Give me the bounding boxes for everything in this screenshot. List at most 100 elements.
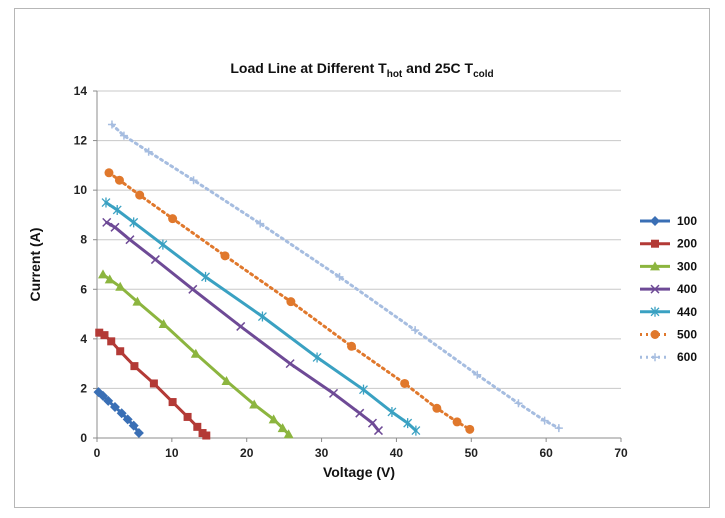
data-point-400	[329, 388, 339, 398]
data-point-440	[158, 239, 168, 250]
data-point-200	[149, 379, 158, 388]
y-tick-label: 4	[80, 332, 87, 346]
y-tick-label: 14	[74, 84, 88, 98]
data-point-400	[355, 408, 365, 418]
data-point-600	[411, 326, 420, 335]
data-point-600	[335, 272, 344, 281]
data-point-100	[109, 402, 120, 413]
data-point-200	[130, 362, 139, 371]
load-line-chart: Load Line at Different Thot and 25C Tcol…	[27, 60, 697, 480]
axes: 0 10 20 30 40 50 60 70 0 2 4 6 8 10 12 14 Voltage (V) Cur…	[27, 84, 628, 480]
chart-title: Load Line at Different Thot and 25C Tcol…	[230, 60, 493, 80]
data-point-100	[103, 395, 114, 406]
data-point-440	[129, 217, 139, 228]
data-point-440	[387, 406, 397, 417]
series-600	[107, 120, 563, 433]
data-point-600	[189, 176, 198, 185]
data-point-440	[411, 425, 421, 436]
y-tick-label: 12	[74, 134, 88, 148]
legend-item-100: 100	[640, 214, 697, 228]
y-tick-label: 2	[80, 381, 87, 395]
legend-item-440: 440	[640, 305, 697, 319]
series-lines	[93, 120, 563, 440]
title-main: Load Line at Different T	[230, 60, 387, 76]
legend-item-400: 400	[640, 282, 697, 296]
data-point-100	[122, 414, 133, 425]
x-tick-label: 50	[465, 446, 479, 460]
data-point-500	[432, 403, 442, 413]
x-tick-label: 20	[240, 446, 254, 460]
data-point-400	[373, 426, 383, 436]
y-tick-label: 8	[80, 233, 87, 247]
data-point-440	[101, 197, 111, 208]
data-point-200	[193, 422, 202, 431]
legend-label-300: 300	[677, 259, 697, 273]
data-point-500	[465, 424, 475, 434]
data-point-500	[347, 341, 357, 351]
data-point-400	[150, 255, 160, 265]
data-point-100	[116, 408, 127, 419]
x-tick-label: 30	[315, 446, 329, 460]
legend-marker-440	[650, 306, 660, 317]
x-axis-title: Voltage (V)	[323, 464, 395, 480]
series-line-440	[104, 201, 418, 433]
data-point-400	[125, 235, 135, 245]
legend-label-400: 400	[677, 282, 697, 296]
data-point-500	[286, 297, 296, 307]
data-point-100	[133, 428, 144, 439]
legend-marker-300	[650, 261, 660, 271]
data-point-400	[236, 321, 246, 331]
x-tick-label: 10	[165, 446, 179, 460]
data-point-600	[107, 120, 116, 129]
data-point-300	[249, 399, 260, 409]
data-point-200	[116, 347, 125, 356]
series-line-400	[105, 220, 380, 433]
title-sub-cold: cold	[473, 69, 494, 80]
data-point-200	[107, 337, 116, 346]
data-point-300	[132, 296, 143, 306]
data-point-400	[110, 222, 120, 232]
legend-marker-500	[650, 330, 660, 339]
data-point-500	[135, 190, 145, 200]
data-point-600	[473, 370, 482, 379]
chart-frame: Load Line at Different Thot and 25C Tcol…	[14, 8, 710, 508]
data-point-440	[112, 204, 122, 215]
legend-label-100: 100	[677, 214, 697, 228]
data-point-500	[452, 417, 462, 427]
data-point-600	[256, 219, 265, 228]
title-sub-hot: hot	[387, 69, 403, 80]
y-tick-label: 6	[80, 282, 87, 296]
data-point-600	[119, 131, 128, 140]
legend-item-300: 300	[640, 259, 697, 273]
series-200	[95, 328, 211, 440]
y-tick-label: 0	[80, 431, 87, 445]
data-point-100	[97, 390, 108, 401]
data-point-600	[514, 399, 523, 408]
data-point-600	[540, 416, 549, 425]
data-point-300	[104, 274, 115, 284]
data-point-200	[183, 412, 192, 421]
series-500	[104, 168, 475, 434]
legend-marker-600	[651, 353, 659, 362]
data-point-300	[268, 414, 279, 424]
data-point-600	[554, 424, 563, 433]
data-point-200	[168, 398, 177, 407]
x-tick-label: 40	[390, 446, 404, 460]
legend-label-440: 440	[677, 305, 697, 319]
data-point-300	[283, 429, 294, 439]
legend-item-200: 200	[640, 237, 697, 251]
chart-title-text: Load Line at Different Thot and 25C Tcol…	[230, 60, 493, 80]
data-point-300	[277, 423, 288, 433]
legend-marker-100	[650, 216, 660, 226]
data-point-440	[257, 311, 267, 322]
series-300	[97, 269, 294, 439]
legend-label-600: 600	[677, 350, 697, 364]
data-point-300	[97, 269, 108, 279]
gridlines	[97, 90, 621, 389]
data-point-200	[100, 331, 109, 340]
data-point-500	[400, 378, 410, 388]
series-400	[102, 217, 383, 436]
data-point-300	[221, 375, 232, 385]
data-point-100	[128, 420, 139, 431]
x-tick-label: 60	[539, 446, 553, 460]
